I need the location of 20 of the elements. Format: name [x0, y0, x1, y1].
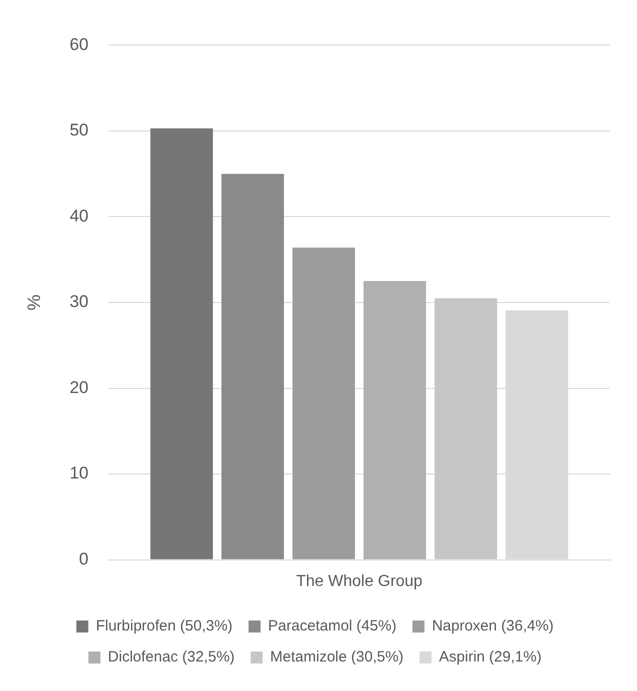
bar [434, 298, 498, 560]
y-tick-label: 0 [79, 549, 89, 568]
bar [364, 281, 426, 560]
x-tick-label: The Whole Group [296, 572, 422, 590]
legend-label: Flurbiprofen (50,3%) [96, 618, 233, 635]
legend-label: Paracetamol (45%) [268, 618, 396, 635]
y-axis-title: % [24, 294, 44, 311]
legend-label: Diclofenac (32,5%) [108, 648, 235, 666]
y-tick-label: 60 [70, 34, 89, 54]
y-tick-label: 20 [70, 378, 89, 397]
y-tick-label: 10 [70, 464, 89, 483]
y-tick-label: 40 [70, 206, 89, 226]
y-tick-label: 50 [70, 120, 89, 140]
bar [221, 174, 284, 560]
legend-label: Metamizole (30,5%) [270, 648, 404, 666]
bar [150, 128, 213, 560]
bar [292, 248, 355, 560]
legend-label: Naproxen (36,4%) [432, 618, 554, 635]
y-tick-label: 30 [70, 292, 89, 312]
legend-label: Aspirin (29,1%) [439, 648, 542, 666]
